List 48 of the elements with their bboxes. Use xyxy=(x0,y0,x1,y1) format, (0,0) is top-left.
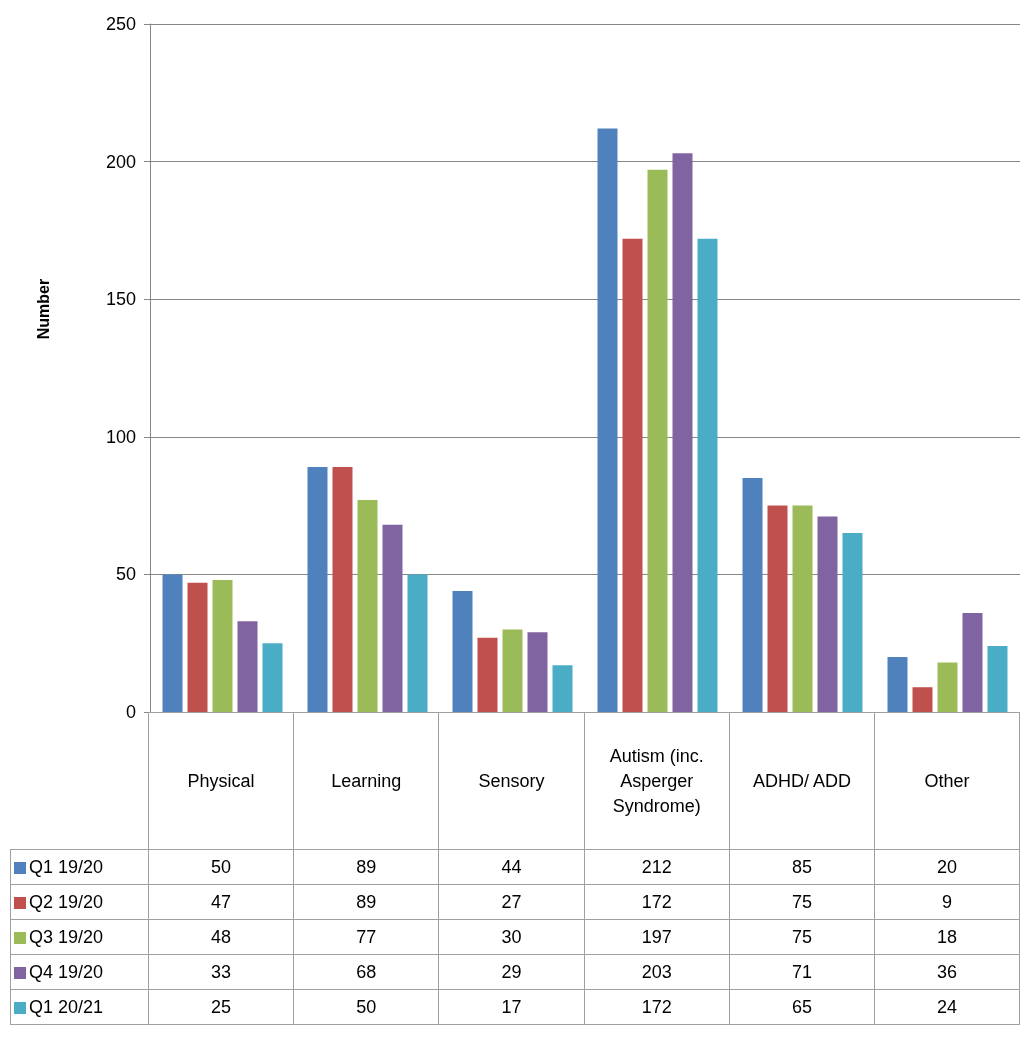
data-label: 65 xyxy=(729,989,875,1025)
data-label: 85 xyxy=(729,849,875,885)
data-label: 17 xyxy=(438,989,585,1025)
data-label: 25 xyxy=(148,989,294,1025)
data-label: 18 xyxy=(874,919,1020,955)
data-label: 48 xyxy=(148,919,294,955)
data-label: 75 xyxy=(729,919,875,955)
data-label: 30 xyxy=(438,919,585,955)
data-label: 203 xyxy=(584,954,730,990)
data-label: 27 xyxy=(438,884,585,920)
data-label: 36 xyxy=(874,954,1020,990)
x-tick-label: Learning xyxy=(293,712,439,850)
data-label: 29 xyxy=(438,954,585,990)
legend-label: Q1 19/20 xyxy=(10,849,149,885)
data-label: 50 xyxy=(148,849,294,885)
x-tick-label: Other xyxy=(874,712,1020,850)
y-tick-label: 100 xyxy=(105,426,136,447)
data-label: 89 xyxy=(293,884,439,920)
y-tick-label: 150 xyxy=(105,289,136,310)
data-label: 9 xyxy=(874,884,1020,920)
legend-label: Q4 19/20 xyxy=(10,954,149,990)
legend-label: Q1 20/21 xyxy=(10,989,149,1025)
data-label: 71 xyxy=(729,954,875,990)
data-label: 24 xyxy=(874,989,1020,1025)
data-label: 75 xyxy=(729,884,875,920)
x-tick-label: ADHD/ ADD xyxy=(729,712,875,850)
y-tick-label: 200 xyxy=(105,151,136,172)
data-label: 172 xyxy=(584,989,730,1025)
data-label: 20 xyxy=(874,849,1020,885)
data-label: 44 xyxy=(438,849,585,885)
data-label: 47 xyxy=(148,884,294,920)
y-axis-title: Number xyxy=(35,277,53,342)
x-tick-label: Physical xyxy=(148,712,294,850)
data-label: 33 xyxy=(148,954,294,990)
legend-label: Q2 19/20 xyxy=(10,884,149,920)
data-label: 50 xyxy=(293,989,439,1025)
x-tick-label: Sensory xyxy=(438,712,585,850)
data-label: 68 xyxy=(293,954,439,990)
data-label: 172 xyxy=(584,884,730,920)
x-tick-label: Autism (inc. Asperger Syndrome) xyxy=(584,712,730,850)
data-label: 197 xyxy=(584,919,730,955)
legend-label: Q3 19/20 xyxy=(10,919,149,955)
data-label: 89 xyxy=(293,849,439,885)
data-label: 77 xyxy=(293,919,439,955)
y-tick-label: 50 xyxy=(115,564,136,585)
y-tick-label: 0 xyxy=(125,702,136,722)
data-label: 212 xyxy=(584,849,730,885)
y-tick-label: 250 xyxy=(105,14,136,34)
